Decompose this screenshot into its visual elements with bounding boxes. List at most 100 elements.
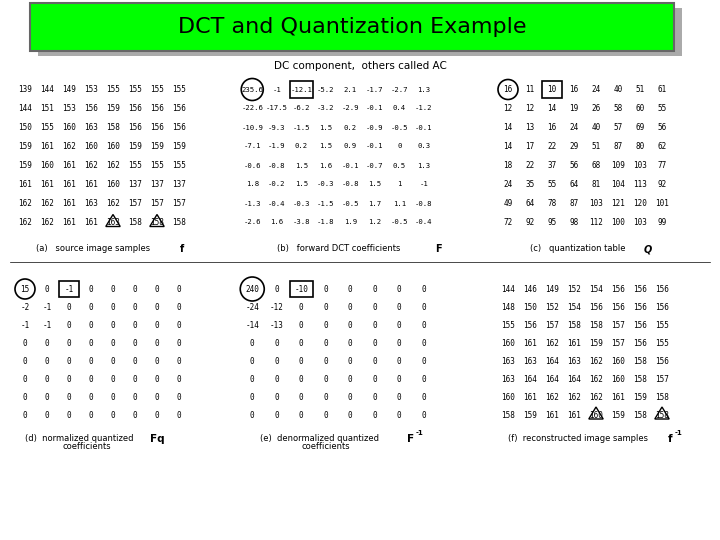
Text: 40: 40 — [591, 123, 600, 132]
Text: 163: 163 — [84, 199, 98, 208]
Text: 1.8: 1.8 — [246, 181, 258, 187]
Text: 1: 1 — [397, 181, 402, 187]
Text: 0: 0 — [274, 375, 279, 383]
Text: -1.5: -1.5 — [292, 125, 310, 131]
Text: 158: 158 — [633, 375, 647, 383]
Text: 144: 144 — [40, 85, 54, 94]
Text: 12: 12 — [526, 104, 535, 113]
Text: 161: 161 — [567, 339, 581, 348]
Text: 0: 0 — [132, 375, 138, 383]
Text: -13: -13 — [270, 321, 284, 329]
Text: 0: 0 — [67, 393, 71, 402]
Text: 159: 159 — [611, 410, 625, 420]
Text: -0.5: -0.5 — [390, 125, 408, 131]
Text: 60: 60 — [635, 104, 644, 113]
Text: 69: 69 — [635, 123, 644, 132]
Text: f: f — [180, 244, 184, 254]
Text: 0: 0 — [176, 356, 181, 366]
Text: -1: -1 — [272, 86, 281, 92]
Text: 156: 156 — [589, 302, 603, 312]
Text: 0: 0 — [89, 321, 94, 329]
Text: 55: 55 — [657, 104, 667, 113]
Text: 18: 18 — [503, 161, 513, 170]
Text: 112: 112 — [589, 218, 603, 227]
Text: -3.8: -3.8 — [292, 219, 310, 226]
Text: 103: 103 — [633, 218, 647, 227]
Text: (a)   source image samples: (a) source image samples — [36, 244, 153, 253]
Text: 0: 0 — [176, 375, 181, 383]
Text: 0: 0 — [67, 356, 71, 366]
Text: 0: 0 — [111, 393, 115, 402]
Text: 1.3: 1.3 — [417, 86, 431, 92]
Text: 158: 158 — [172, 218, 186, 227]
Text: 68: 68 — [591, 161, 600, 170]
Text: 161: 161 — [545, 410, 559, 420]
Text: Q: Q — [643, 244, 652, 254]
Text: 0: 0 — [372, 393, 377, 402]
Text: 137: 137 — [128, 180, 142, 189]
Text: 156: 156 — [611, 285, 625, 294]
Text: 29: 29 — [570, 142, 579, 151]
Text: 109: 109 — [611, 161, 625, 170]
Text: -14: -14 — [246, 321, 259, 329]
Text: 160: 160 — [106, 142, 120, 151]
Text: 0: 0 — [89, 410, 94, 420]
Text: 113: 113 — [633, 180, 647, 189]
Text: 0: 0 — [397, 302, 402, 312]
Text: -10: -10 — [294, 285, 308, 294]
Text: -7.1: -7.1 — [243, 144, 261, 150]
Text: Fq: Fq — [150, 434, 165, 444]
Text: 155: 155 — [655, 339, 669, 348]
Text: 160: 160 — [501, 339, 515, 348]
Text: 0: 0 — [323, 356, 328, 366]
Text: F: F — [407, 434, 414, 444]
Text: 11: 11 — [526, 85, 535, 94]
Text: 0: 0 — [132, 339, 138, 348]
Text: 0: 0 — [111, 321, 115, 329]
Text: 155: 155 — [150, 85, 164, 94]
Text: 0: 0 — [323, 339, 328, 348]
Text: 0: 0 — [250, 393, 255, 402]
Text: 1.2: 1.2 — [368, 219, 382, 226]
Text: 1.1: 1.1 — [392, 200, 406, 206]
Text: 37: 37 — [547, 161, 557, 170]
Text: 51: 51 — [635, 85, 644, 94]
Text: 0: 0 — [348, 302, 353, 312]
Text: -0.2: -0.2 — [268, 181, 286, 187]
Text: 158: 158 — [633, 410, 647, 420]
Text: 99: 99 — [657, 218, 667, 227]
Text: -10.9: -10.9 — [241, 125, 264, 131]
Text: 158: 158 — [501, 410, 515, 420]
Text: 0.5: 0.5 — [392, 163, 406, 168]
Text: 0: 0 — [348, 356, 353, 366]
Text: 78: 78 — [547, 199, 557, 208]
Text: 0: 0 — [176, 410, 181, 420]
Text: 156: 156 — [150, 104, 164, 113]
Text: 87: 87 — [570, 199, 579, 208]
Text: 159: 159 — [589, 339, 603, 348]
Text: 0: 0 — [421, 410, 426, 420]
Text: 160: 160 — [62, 123, 76, 132]
Text: 155: 155 — [128, 85, 142, 94]
Text: 144: 144 — [501, 285, 515, 294]
Text: 150: 150 — [523, 302, 537, 312]
Text: 139: 139 — [18, 85, 32, 94]
Text: 156: 156 — [655, 356, 669, 366]
Text: 0: 0 — [89, 356, 94, 366]
Text: 160: 160 — [84, 142, 98, 151]
Text: 62: 62 — [657, 142, 667, 151]
Text: 0: 0 — [348, 375, 353, 383]
Text: -1: -1 — [42, 302, 52, 312]
Text: 163: 163 — [501, 375, 515, 383]
Text: 164: 164 — [523, 375, 537, 383]
Text: 0: 0 — [372, 321, 377, 329]
Text: 156: 156 — [633, 302, 647, 312]
Text: 157: 157 — [545, 321, 559, 329]
Text: 0: 0 — [372, 339, 377, 348]
Text: 14: 14 — [547, 104, 557, 113]
Text: -0.1: -0.1 — [415, 125, 433, 131]
Text: 157: 157 — [655, 375, 669, 383]
Text: -5.2: -5.2 — [317, 86, 335, 92]
Text: 0: 0 — [45, 285, 49, 294]
Text: 0: 0 — [67, 302, 71, 312]
